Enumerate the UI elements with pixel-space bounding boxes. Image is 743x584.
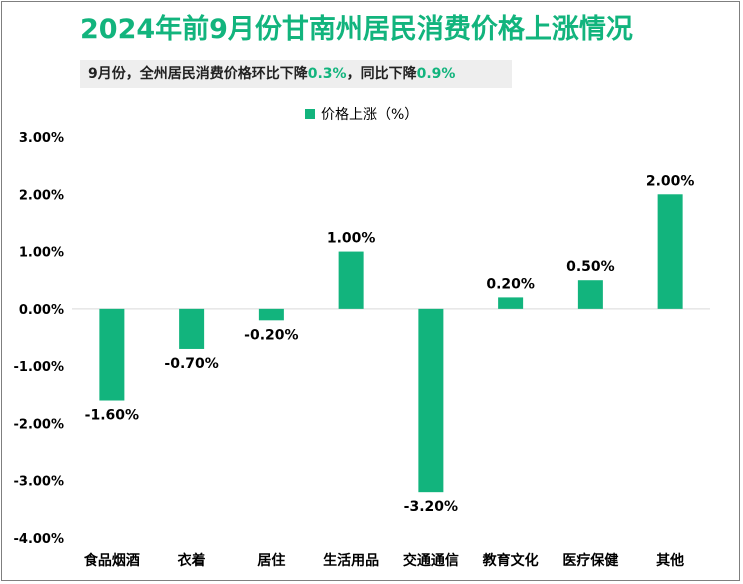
data-labels: -1.60% -0.70% -0.20% 1.00% -3.20% 0.20% 0.50% 2… (85, 173, 695, 515)
summary-yoy-value: 0.9% (416, 66, 456, 82)
summary-text-prefix: 9月份，全州居民消费价格环比下降 (88, 66, 308, 82)
category-label: 居住 (257, 552, 285, 569)
bar (99, 308, 125, 401)
data-label: -0.20% (244, 327, 298, 343)
bar (577, 280, 603, 309)
bar (498, 297, 524, 309)
legend-label: 价格上涨（%） (321, 107, 418, 123)
bar (258, 308, 284, 321)
bar (418, 308, 444, 493)
chart-title: 2024年前9月份甘南州居民消费价格上涨情况 (80, 14, 633, 45)
category-label: 教育文化 (483, 552, 539, 569)
data-label: -0.70% (164, 356, 218, 372)
bars (99, 194, 683, 493)
summary-banner: 9月份，全州居民消费价格环比下降0.3%，同比下降0.9% (80, 60, 512, 88)
legend: 价格上涨（%） (305, 107, 418, 123)
legend-swatch (305, 109, 315, 119)
y-tick-label: 2.00% (19, 188, 64, 203)
x-axis: 食品烟酒 衣着 居住 生活用品 交通通信 教育文化 医疗保健 其他 (84, 552, 684, 569)
y-tick-label: -2.00% (14, 417, 65, 432)
category-label: 衣着 (178, 552, 206, 569)
summary-mom-value: 0.3% (307, 66, 347, 82)
y-tick-label: 3.00% (19, 131, 64, 146)
y-tick-label: 1.00% (19, 246, 64, 261)
summary-text-middle: ，同比下降 (346, 66, 417, 82)
bar (179, 308, 205, 349)
category-label: 其他 (656, 552, 684, 569)
data-label: 0.50% (566, 259, 615, 275)
data-label: 1.00% (327, 231, 376, 247)
y-tick-label: -3.00% (14, 475, 65, 490)
y-tick-label: -1.00% (14, 360, 65, 375)
y-axis: 3.00% 2.00% 1.00% 0.00% -1.00% -2.00% -3.00% -4… (14, 131, 65, 547)
category-label: 医疗保健 (562, 552, 618, 569)
bar (657, 194, 683, 309)
bar (338, 251, 364, 309)
category-label: 交通通信 (403, 552, 459, 569)
y-tick-label: 0.00% (19, 303, 64, 318)
category-label: 食品烟酒 (84, 552, 140, 569)
y-tick-label: -4.00% (14, 532, 65, 547)
category-label: 生活用品 (323, 552, 379, 569)
data-label: 0.20% (486, 276, 535, 292)
data-label: -3.20% (404, 499, 458, 515)
data-label: -1.60% (85, 408, 139, 424)
data-label: 2.00% (646, 173, 695, 189)
